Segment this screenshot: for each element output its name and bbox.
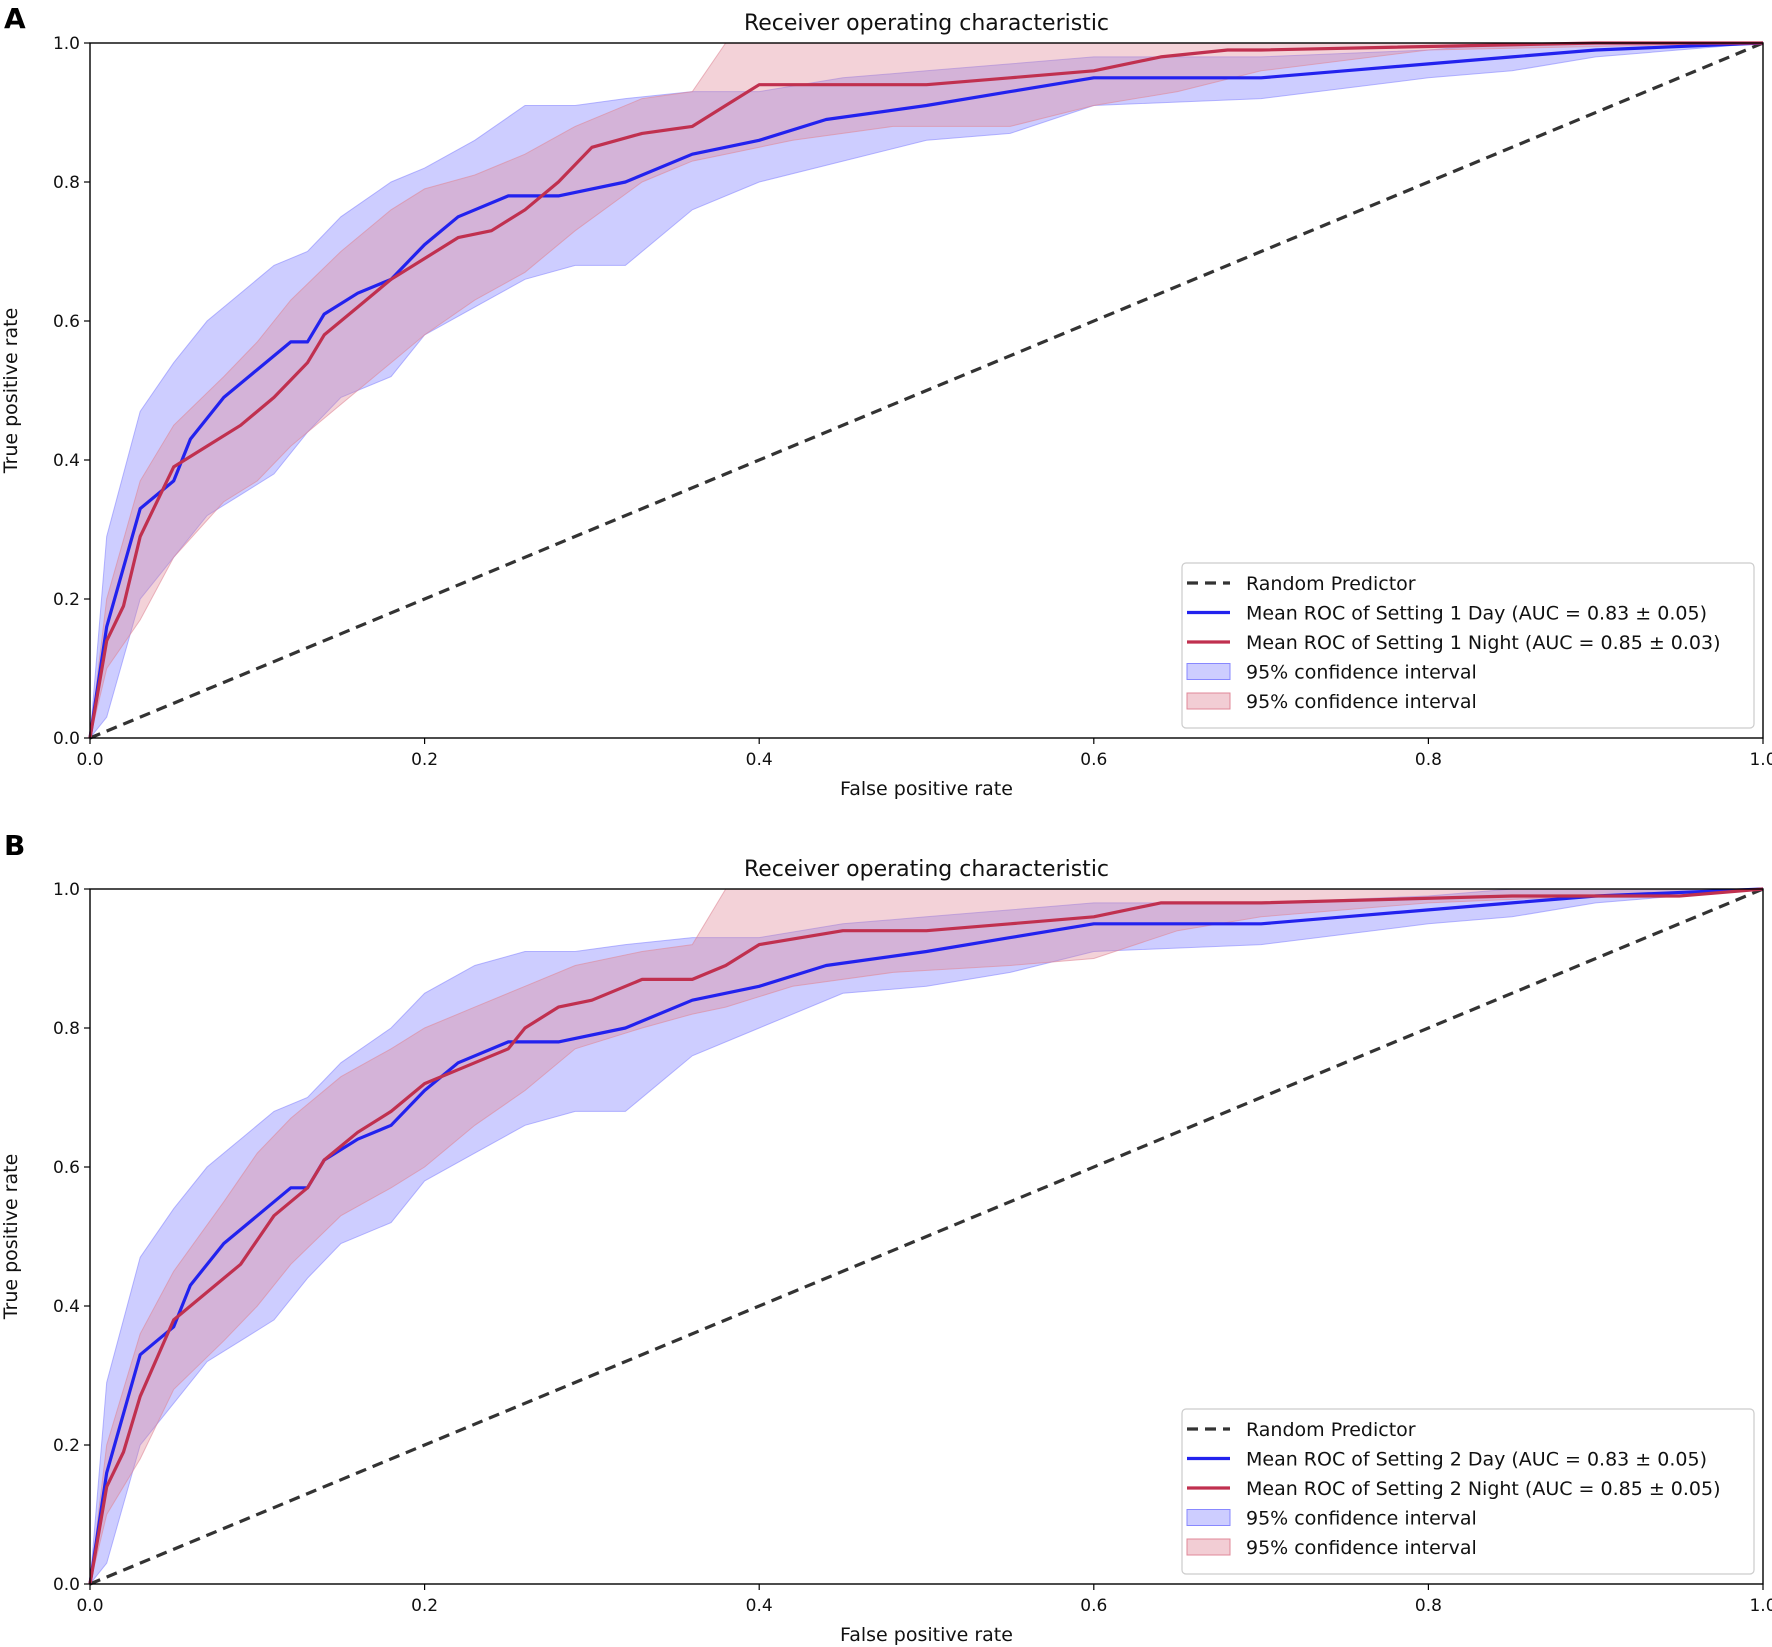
y-tick-label: 0.2 [53, 590, 80, 610]
mean-roc-day-line [88, 887, 1764, 1585]
x-tick-label: 1.0 [1749, 750, 1772, 770]
y-tick-label: 0.0 [53, 1575, 80, 1595]
legend: Random Predictor Mean ROC of Setting 2 Da… [1181, 1408, 1755, 1575]
legend-entry: 95% confidence interval [1246, 662, 1477, 684]
x-tick-label: 0.8 [1415, 1596, 1442, 1616]
legend-entry: 95% confidence interval [1246, 1508, 1477, 1530]
y-tick-label: 1.0 [53, 880, 80, 900]
legend-key-ci-day [1186, 663, 1231, 680]
x-tick-label: 0.0 [76, 1596, 103, 1616]
y-axis-label: True positive rate [0, 308, 22, 475]
panel-a: A Receiver operating characteristic 0.0 0.2… [0, 2, 1772, 800]
y-tick-label: 0.4 [53, 451, 80, 471]
random-predictor-line [89, 887, 1764, 1586]
legend-entry: Mean ROC of Setting 2 Day (AUC = 0.83 ± … [1246, 1449, 1707, 1471]
legend-key-ci-night [1186, 1538, 1231, 1556]
chart-title: Receiver operating characteristic [744, 11, 1109, 36]
x-axis-label: False positive rate [840, 778, 1013, 800]
legend-entry: 95% confidence interval [1246, 691, 1477, 713]
y-tick-label: 0.2 [53, 1436, 80, 1456]
panel-label: A [4, 2, 26, 35]
y-tick-label: 0.0 [53, 729, 80, 749]
panel-label: B [4, 829, 25, 862]
legend-box [1181, 1408, 1755, 1575]
mean-roc-night-line [88, 887, 1764, 1585]
x-tick-label: 0.2 [411, 1596, 438, 1616]
y-tick-label: 0.6 [53, 312, 80, 332]
panel-b: B Receiver operating characteristic 0.0 0.2… [0, 829, 1772, 1646]
legend-entry: Random Predictor [1246, 1419, 1416, 1441]
plot-frame [89, 42, 1764, 739]
y-tick-label: 1.0 [53, 34, 80, 54]
y-tick-label: 0.8 [53, 173, 80, 193]
x-tick-label: 0.6 [1080, 750, 1107, 770]
x-tick-label: 0.6 [1080, 1596, 1107, 1616]
legend-entry: Mean ROC of Setting 1 Day (AUC = 0.83 ± … [1246, 603, 1707, 625]
legend-key-ci-night [1186, 692, 1231, 710]
mean-roc-day-line [88, 41, 1764, 739]
legend-entry: Random Predictor [1246, 573, 1416, 595]
plot-frame [89, 888, 1764, 1585]
random-predictor-line [89, 41, 1764, 740]
legend-entry: Mean ROC of Setting 2 Night (AUC = 0.85 … [1246, 1478, 1721, 1500]
legend-entry: Mean ROC of Setting 1 Night (AUC = 0.85 … [1246, 632, 1721, 654]
x-tick-label: 0.4 [746, 1596, 773, 1616]
x-tick-label: 0.0 [76, 750, 103, 770]
mean-roc-night-line [88, 41, 1763, 739]
legend-box [1181, 562, 1755, 729]
x-tick-label: 0.8 [1415, 750, 1442, 770]
y-axis-label: True positive rate [0, 1154, 22, 1321]
y-tick-label: 0.4 [53, 1297, 80, 1317]
x-tick-label: 0.4 [746, 750, 773, 770]
x-axis-label: False positive rate [840, 1624, 1013, 1646]
legend: Random Predictor Mean ROC of Setting 1 Da… [1181, 562, 1755, 729]
chart-title: Receiver operating characteristic [744, 857, 1109, 882]
x-tick-label: 1.0 [1749, 1596, 1772, 1616]
y-tick-label: 0.8 [53, 1019, 80, 1039]
y-tick-label: 0.6 [53, 1158, 80, 1178]
legend-key-ci-day [1186, 1509, 1231, 1526]
x-tick-label: 0.2 [411, 750, 438, 770]
legend-entry: 95% confidence interval [1246, 1537, 1477, 1559]
